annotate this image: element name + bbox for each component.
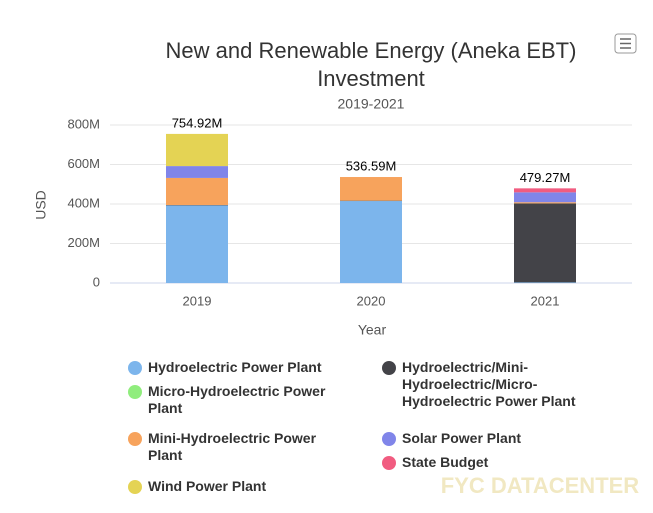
legend-item[interactable]: Hydroelectric/Mini-Hydroelectric/Micro-H…	[382, 359, 607, 410]
menu-button[interactable]	[614, 33, 637, 54]
bar-segment	[514, 202, 576, 204]
bar-segment	[166, 205, 228, 283]
legend-label: Hydroelectric Power Plant	[148, 359, 322, 375]
legend-label: State Budget	[402, 454, 489, 470]
x-tick-label: 2021	[531, 293, 560, 308]
x-tick-label: 2020	[357, 293, 386, 308]
total-label: 536.59M	[346, 158, 397, 173]
y-tick-label: 0	[93, 274, 100, 289]
y-axis-label: USD	[33, 190, 49, 220]
bar-segment	[340, 201, 402, 283]
bar-segment	[340, 177, 402, 201]
legend-symbol	[382, 361, 396, 375]
y-tick-label: 200M	[67, 235, 100, 250]
legend-symbol	[382, 456, 396, 470]
legend-item[interactable]: Hydroelectric Power Plant	[128, 359, 353, 376]
bar-segment	[514, 192, 576, 203]
bar-segment	[166, 177, 228, 205]
legend-item[interactable]: Solar Power Plant	[382, 430, 607, 447]
legend-symbol	[382, 432, 396, 446]
legend-label: Mini-Hydroelectric Power Plant	[148, 430, 317, 463]
x-tick-label: 2019	[183, 293, 212, 308]
bar-segment	[166, 133, 228, 167]
chart-title: New and Renewable Energy (Aneka EBT) Inve…	[166, 38, 577, 91]
watermark: FYC DATACENTER	[441, 473, 640, 498]
total-label: 479.27M	[520, 170, 571, 185]
bar-segment	[514, 188, 576, 193]
legend-symbol	[128, 361, 142, 375]
legend-label: Solar Power Plant	[402, 430, 522, 446]
y-tick-label: 800M	[67, 116, 100, 131]
legend-symbol	[128, 432, 142, 446]
x-axis-label: Year	[358, 322, 387, 338]
legend-symbol	[128, 385, 142, 399]
y-tick-label: 400M	[67, 195, 100, 210]
bar-segment	[514, 282, 576, 283]
legend-label: Hydroelectric/Mini-Hydroelectric/Micro-H…	[402, 359, 576, 409]
total-label: 754.92M	[172, 115, 223, 130]
chart-subtitle: 2019-2021	[338, 96, 405, 112]
legend-label: Wind Power Plant	[148, 478, 267, 494]
bar-segment	[514, 203, 576, 283]
legend-item[interactable]: Micro-Hydroelectric Power Plant	[128, 383, 353, 417]
legend-item[interactable]: State Budget	[382, 454, 607, 471]
y-tick-label: 600M	[67, 156, 100, 171]
legend-item[interactable]: Mini-Hydroelectric Power Plant	[128, 430, 353, 464]
legend-item[interactable]: Wind Power Plant	[128, 478, 353, 495]
legend-symbol	[128, 480, 142, 494]
legend-label: Micro-Hydroelectric Power Plant	[148, 383, 326, 416]
bar-segment	[166, 166, 228, 178]
